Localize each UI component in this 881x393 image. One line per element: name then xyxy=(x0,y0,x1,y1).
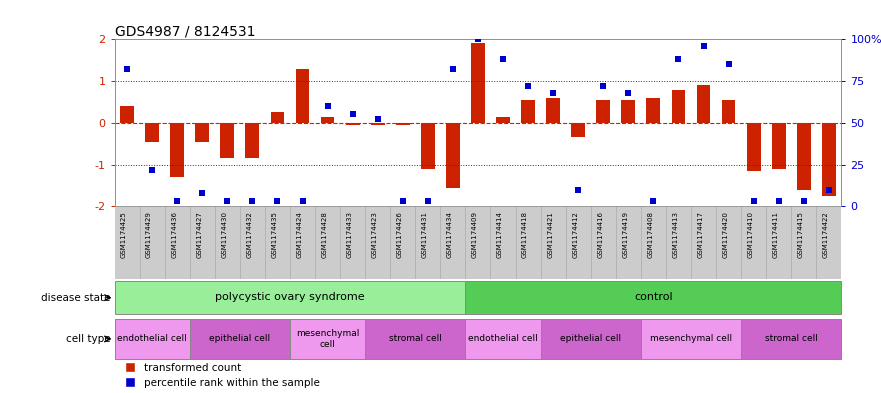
Text: GSM1174427: GSM1174427 xyxy=(196,211,203,258)
Legend: transformed count, percentile rank within the sample: transformed count, percentile rank withi… xyxy=(120,363,320,388)
Bar xyxy=(189,319,290,359)
Text: GDS4987 / 8124531: GDS4987 / 8124531 xyxy=(115,24,255,38)
Bar xyxy=(465,319,541,359)
Bar xyxy=(145,123,159,141)
Text: GSM1174428: GSM1174428 xyxy=(322,211,328,258)
Text: epithelial cell: epithelial cell xyxy=(210,334,270,343)
Bar xyxy=(741,319,841,359)
Bar xyxy=(115,281,465,314)
Text: mesenchymal
cell: mesenchymal cell xyxy=(296,329,359,349)
Bar xyxy=(115,319,189,359)
Text: GSM1174431: GSM1174431 xyxy=(422,211,428,259)
Bar xyxy=(546,98,560,123)
Text: GSM1174408: GSM1174408 xyxy=(648,211,654,259)
Bar xyxy=(822,123,836,196)
Text: GSM1174429: GSM1174429 xyxy=(146,211,152,258)
Bar xyxy=(246,123,259,158)
Text: GSM1174412: GSM1174412 xyxy=(572,211,578,258)
Text: control: control xyxy=(634,292,673,302)
Text: GSM1174432: GSM1174432 xyxy=(247,211,252,258)
Text: GSM1174415: GSM1174415 xyxy=(798,211,803,258)
Text: GSM1174416: GSM1174416 xyxy=(597,211,603,259)
Text: GSM1174423: GSM1174423 xyxy=(372,211,378,258)
Text: GSM1174434: GSM1174434 xyxy=(447,211,453,258)
Text: GSM1174418: GSM1174418 xyxy=(522,211,528,259)
Text: endothelial cell: endothelial cell xyxy=(468,334,538,343)
Text: GSM1174411: GSM1174411 xyxy=(773,211,779,259)
Text: endothelial cell: endothelial cell xyxy=(117,334,187,343)
Text: GSM1174424: GSM1174424 xyxy=(297,211,302,258)
Text: GSM1174414: GSM1174414 xyxy=(497,211,503,258)
Text: cell type: cell type xyxy=(65,334,110,344)
Bar xyxy=(220,123,234,158)
Bar xyxy=(747,123,760,171)
Bar xyxy=(621,100,635,123)
Bar xyxy=(772,123,786,169)
Text: epithelial cell: epithelial cell xyxy=(560,334,621,343)
Bar xyxy=(365,319,465,359)
Text: GSM1174426: GSM1174426 xyxy=(396,211,403,258)
Bar xyxy=(797,123,811,189)
Text: GSM1174421: GSM1174421 xyxy=(547,211,553,258)
Bar xyxy=(345,123,359,125)
Text: stromal cell: stromal cell xyxy=(765,334,818,343)
Bar xyxy=(321,117,335,123)
Bar xyxy=(722,100,736,123)
Bar xyxy=(496,117,510,123)
Bar xyxy=(671,90,685,123)
Text: mesenchymal cell: mesenchymal cell xyxy=(650,334,732,343)
Text: GSM1174420: GSM1174420 xyxy=(722,211,729,258)
Bar xyxy=(270,112,285,123)
Bar xyxy=(596,100,611,123)
Bar xyxy=(371,123,385,125)
Text: GSM1174433: GSM1174433 xyxy=(346,211,352,259)
Bar xyxy=(421,123,434,169)
Bar xyxy=(446,123,460,187)
Text: stromal cell: stromal cell xyxy=(389,334,441,343)
Bar xyxy=(647,98,660,123)
Bar xyxy=(296,68,309,123)
Text: GSM1174436: GSM1174436 xyxy=(171,211,177,259)
Bar xyxy=(571,123,585,138)
Bar xyxy=(290,319,365,359)
Bar xyxy=(465,281,841,314)
Text: GSM1174409: GSM1174409 xyxy=(472,211,478,259)
Bar xyxy=(522,100,535,123)
Bar xyxy=(697,85,710,123)
Text: GSM1174417: GSM1174417 xyxy=(698,211,704,259)
Bar xyxy=(120,106,134,123)
Text: GSM1174435: GSM1174435 xyxy=(271,211,278,258)
Bar xyxy=(471,44,485,123)
Bar xyxy=(396,123,410,125)
Text: GSM1174430: GSM1174430 xyxy=(221,211,227,259)
Text: polycystic ovary syndrome: polycystic ovary syndrome xyxy=(215,292,365,302)
Bar xyxy=(196,123,209,141)
Text: GSM1174413: GSM1174413 xyxy=(672,211,678,259)
Text: GSM1174410: GSM1174410 xyxy=(748,211,753,259)
Text: GSM1174422: GSM1174422 xyxy=(823,211,829,258)
Text: GSM1174419: GSM1174419 xyxy=(622,211,628,259)
Bar xyxy=(170,123,184,177)
Text: GSM1174425: GSM1174425 xyxy=(121,211,127,258)
Text: disease state: disease state xyxy=(41,293,110,303)
Bar xyxy=(640,319,741,359)
Bar xyxy=(541,319,640,359)
